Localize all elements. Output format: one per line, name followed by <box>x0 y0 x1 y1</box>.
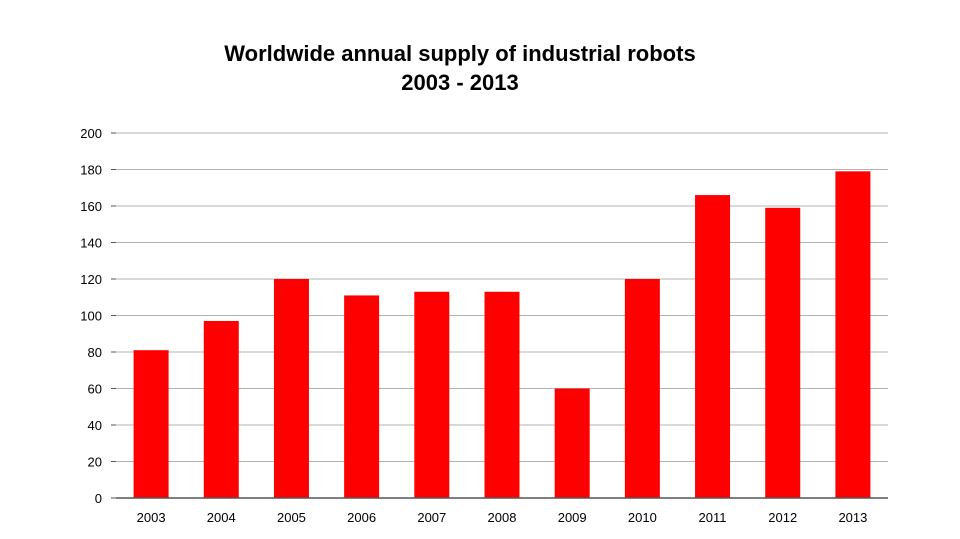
y-tick-label: 200 <box>80 126 102 141</box>
x-tick-label: 2013 <box>838 510 867 525</box>
bar-2003 <box>133 350 169 498</box>
y-tick-label: 160 <box>80 199 102 214</box>
y-tick-label: 140 <box>80 236 102 251</box>
y-tick-label: 0 <box>95 491 102 506</box>
bars <box>133 171 871 499</box>
y-tick-label: 180 <box>80 163 102 178</box>
x-tick-label: 2009 <box>558 510 587 525</box>
bar-2004 <box>203 320 239 498</box>
x-tick-label: 2006 <box>347 510 376 525</box>
x-tick-label: 2011 <box>699 510 727 525</box>
axes <box>111 132 888 499</box>
x-tick-label: 2004 <box>207 510 236 525</box>
bar-2012 <box>765 207 801 498</box>
x-tick-label: 2008 <box>488 510 517 525</box>
bar-2013 <box>835 171 871 498</box>
bar-2006 <box>344 295 380 498</box>
x-tick-labels: 2003 2004 2005 2006 2007 2008 2009 2010 2011 2012… <box>137 510 868 525</box>
y-tick-label: 60 <box>88 382 102 397</box>
bar-2005 <box>273 279 309 498</box>
chart-subtitle: 2003 - 2013 <box>401 70 519 95</box>
x-tick-label: 2005 <box>277 510 306 525</box>
bar-2010 <box>624 279 660 498</box>
bar-2007 <box>414 291 450 498</box>
y-tick-label: 80 <box>88 345 102 360</box>
bar-2008 <box>484 291 520 498</box>
y-tick-label: 20 <box>88 455 102 470</box>
y-tick-label: 40 <box>88 418 102 433</box>
y-tick-labels: 0 20 40 60 80 100 120 140 160 180 200 <box>80 126 102 506</box>
chart-title: Worldwide annual supply of industrial ro… <box>224 41 696 66</box>
bar-2011 <box>695 195 731 499</box>
x-tick-label: 2012 <box>768 510 797 525</box>
y-tick-label: 120 <box>80 272 102 287</box>
x-tick-label: 2003 <box>137 510 166 525</box>
y-tick-label: 100 <box>80 309 102 324</box>
bar-2009 <box>554 388 590 498</box>
x-tick-label: 2007 <box>417 510 446 525</box>
x-tick-label: 2010 <box>628 510 657 525</box>
